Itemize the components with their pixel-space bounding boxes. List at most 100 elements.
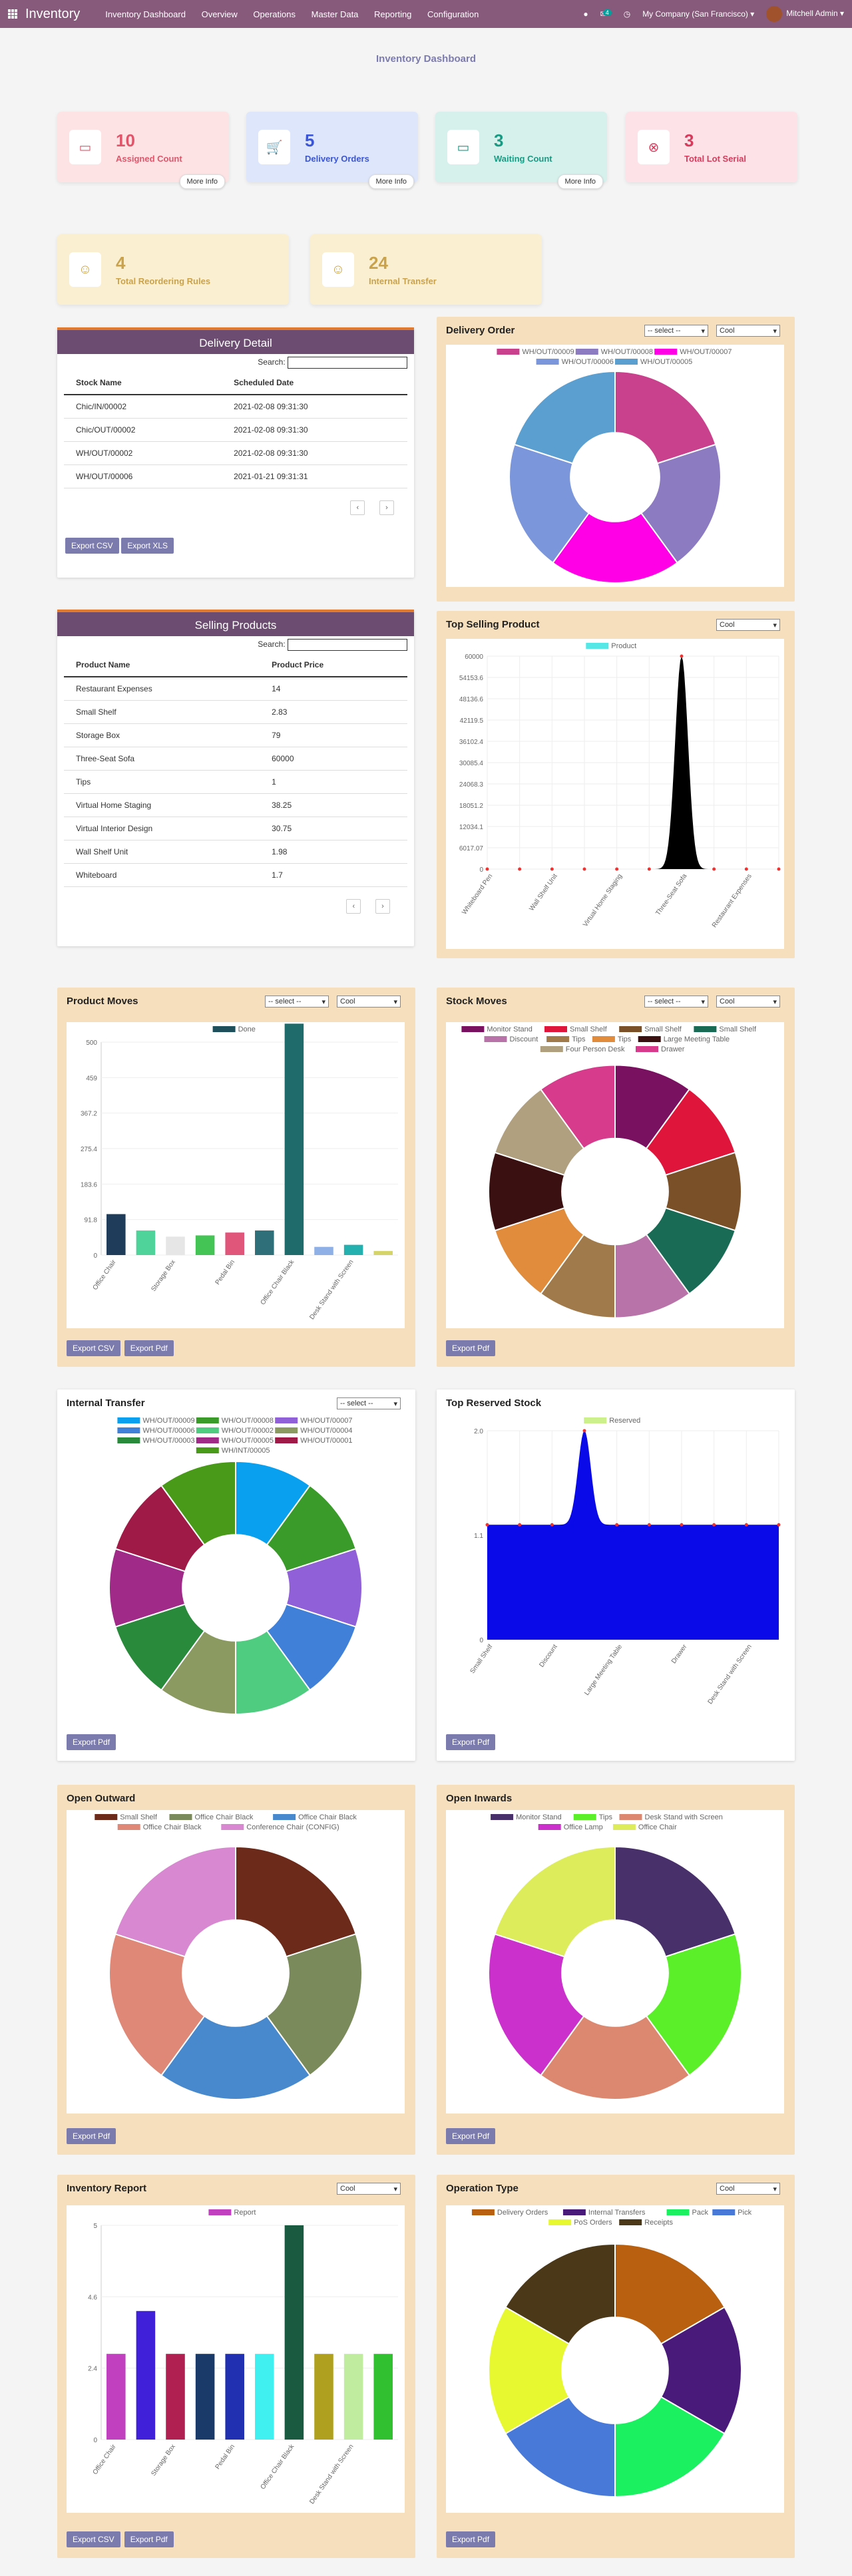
bar[interactable] (225, 1232, 244, 1255)
legend-swatch[interactable] (196, 1427, 219, 1433)
col-product-name[interactable]: Product Name (64, 653, 260, 677)
bar[interactable] (195, 1235, 215, 1255)
table-row[interactable]: Chic/IN/00002 2021-02-08 09:31:30 (64, 395, 407, 419)
table-row[interactable]: Small Shelf 2.83 (64, 700, 407, 724)
legend-swatch[interactable] (169, 1814, 192, 1820)
bar[interactable] (166, 1236, 185, 1255)
legend-label[interactable]: PoS Orders (574, 2219, 612, 2227)
legend-label[interactable]: WH/OUT/00001 (300, 1437, 352, 1445)
user-menu[interactable]: Mitchell Admin ▾ (766, 6, 844, 22)
data-point[interactable] (680, 654, 684, 658)
legend-label[interactable]: WH/OUT/00006 (562, 358, 614, 366)
prev-page-button[interactable]: ‹ (346, 899, 361, 914)
legend-swatch[interactable] (638, 1036, 661, 1042)
legend-label[interactable]: WH/OUT/00007 (680, 348, 732, 356)
legend-label[interactable]: Office Lamp (564, 1823, 603, 1831)
bar[interactable] (373, 2354, 393, 2440)
legend-label[interactable]: Office Chair Black (195, 1813, 254, 1821)
bar[interactable] (255, 2354, 274, 2440)
summary-card[interactable]: ▭ 3 Waiting Count More Info (435, 112, 607, 189)
table-row[interactable]: Tips 1 (64, 770, 407, 794)
selling-search-input[interactable] (288, 639, 407, 651)
prev-page-button[interactable]: ‹ (350, 500, 365, 515)
legend-label[interactable]: WH/OUT/00008 (601, 348, 653, 356)
menu-inventory-dashboard[interactable]: Inventory Dashboard (105, 9, 186, 19)
more-info-button[interactable]: More Info (179, 174, 225, 189)
legend-swatch[interactable] (484, 1036, 507, 1042)
data-point[interactable] (615, 1523, 619, 1527)
legend-swatch[interactable] (573, 1814, 596, 1820)
legend-label[interactable]: Small Shelf (644, 1025, 682, 1033)
export-csv-button[interactable]: Export CSV (67, 1340, 120, 1356)
data-point[interactable] (615, 867, 619, 871)
legend-label[interactable]: Delivery Orders (497, 2209, 548, 2217)
export-csv-button[interactable]: Export CSV (67, 2531, 120, 2547)
data-point[interactable] (777, 867, 781, 871)
table-row[interactable]: Restaurant Expenses 14 (64, 677, 407, 701)
menu-configuration[interactable]: Configuration (427, 9, 479, 19)
chat-icon[interactable]: ✉4 (600, 9, 612, 19)
legend-swatch[interactable] (562, 2209, 586, 2215)
menu-operations[interactable]: Operations (253, 9, 296, 19)
legend-label[interactable]: Pick (738, 2209, 751, 2217)
company-switcher[interactable]: My Company (San Francisco) ▾ (642, 9, 755, 19)
export-pdf-button[interactable]: Export Pdf (67, 1734, 116, 1750)
next-page-button[interactable]: › (379, 500, 394, 515)
legend-swatch[interactable] (275, 1437, 298, 1443)
legend-swatch[interactable] (586, 643, 609, 649)
table-row[interactable]: WH/OUT/00002 2021-02-08 09:31:30 (64, 441, 407, 465)
pie-slice[interactable] (539, 2015, 691, 2100)
table-row[interactable]: Storage Box 79 (64, 723, 407, 747)
legend-label[interactable]: WH/OUT/00002 (222, 1427, 274, 1435)
export-xls-button[interactable]: Export XLS (121, 538, 174, 554)
legend-swatch[interactable] (615, 359, 638, 365)
pie-slice[interactable] (266, 1933, 363, 2077)
theme-select[interactable]: Cool ▾ (716, 619, 780, 631)
pie-slice[interactable] (235, 1845, 357, 1958)
export-pdf-button[interactable]: Export Pdf (446, 2128, 496, 2144)
legend-label[interactable]: Drawer (661, 1045, 685, 1053)
bar[interactable] (314, 2354, 333, 2440)
pie-slice[interactable] (614, 2396, 726, 2498)
legend-label[interactable]: Monitor Stand (516, 1813, 561, 1821)
legend-swatch[interactable] (654, 349, 678, 355)
legend-swatch[interactable] (536, 359, 559, 365)
legend-swatch[interactable] (712, 2209, 736, 2215)
data-point[interactable] (712, 867, 716, 871)
legend-label[interactable]: WH/OUT/00009 (142, 1417, 194, 1425)
legend-swatch[interactable] (575, 349, 598, 355)
legend-swatch[interactable] (538, 1824, 561, 1830)
legend-label[interactable]: Monitor Stand (487, 1025, 532, 1033)
summary-card[interactable]: ☺ 24 Internal Transfer (310, 234, 542, 305)
theme-select[interactable]: Cool ▾ (716, 325, 780, 337)
legend-swatch[interactable] (612, 1824, 636, 1830)
legend-label[interactable]: Four Person Desk (566, 1045, 625, 1053)
period-select[interactable]: -- select -- ▾ (644, 996, 708, 1008)
legend-label[interactable]: Tips (572, 1035, 586, 1043)
pie-slice[interactable] (505, 2396, 616, 2498)
data-point[interactable] (712, 1523, 716, 1527)
legend-label[interactable]: WH/INT/00005 (222, 1447, 270, 1455)
pie-slice[interactable] (645, 1933, 742, 2077)
legend-swatch[interactable] (497, 349, 520, 355)
col-stock-name[interactable]: Stock Name (64, 371, 222, 395)
bar[interactable] (225, 2354, 244, 2440)
bar[interactable] (284, 2225, 304, 2440)
data-point[interactable] (582, 867, 586, 871)
col-scheduled-date[interactable]: Scheduled Date (222, 371, 407, 395)
table-row[interactable]: Wall Shelf Unit 1.98 (64, 840, 407, 864)
legend-swatch[interactable] (546, 1036, 570, 1042)
legend-swatch[interactable] (491, 1814, 514, 1820)
legend-label[interactable]: Office Chair Black (143, 1823, 202, 1831)
legend-label[interactable]: Tips (618, 1035, 632, 1043)
export-pdf-button[interactable]: Export Pdf (446, 1340, 496, 1356)
table-row[interactable]: Whiteboard 1.7 (64, 863, 407, 887)
data-point[interactable] (550, 1523, 554, 1527)
theme-select[interactable]: Cool ▾ (716, 996, 780, 1008)
legend-label[interactable]: Product (611, 642, 636, 650)
legend-swatch[interactable] (275, 1417, 298, 1423)
pie-slice[interactable] (614, 370, 717, 464)
activity-icon[interactable]: ◷ (623, 9, 631, 19)
theme-select[interactable]: Cool ▾ (716, 2183, 780, 2195)
legend-swatch[interactable] (544, 1026, 567, 1032)
